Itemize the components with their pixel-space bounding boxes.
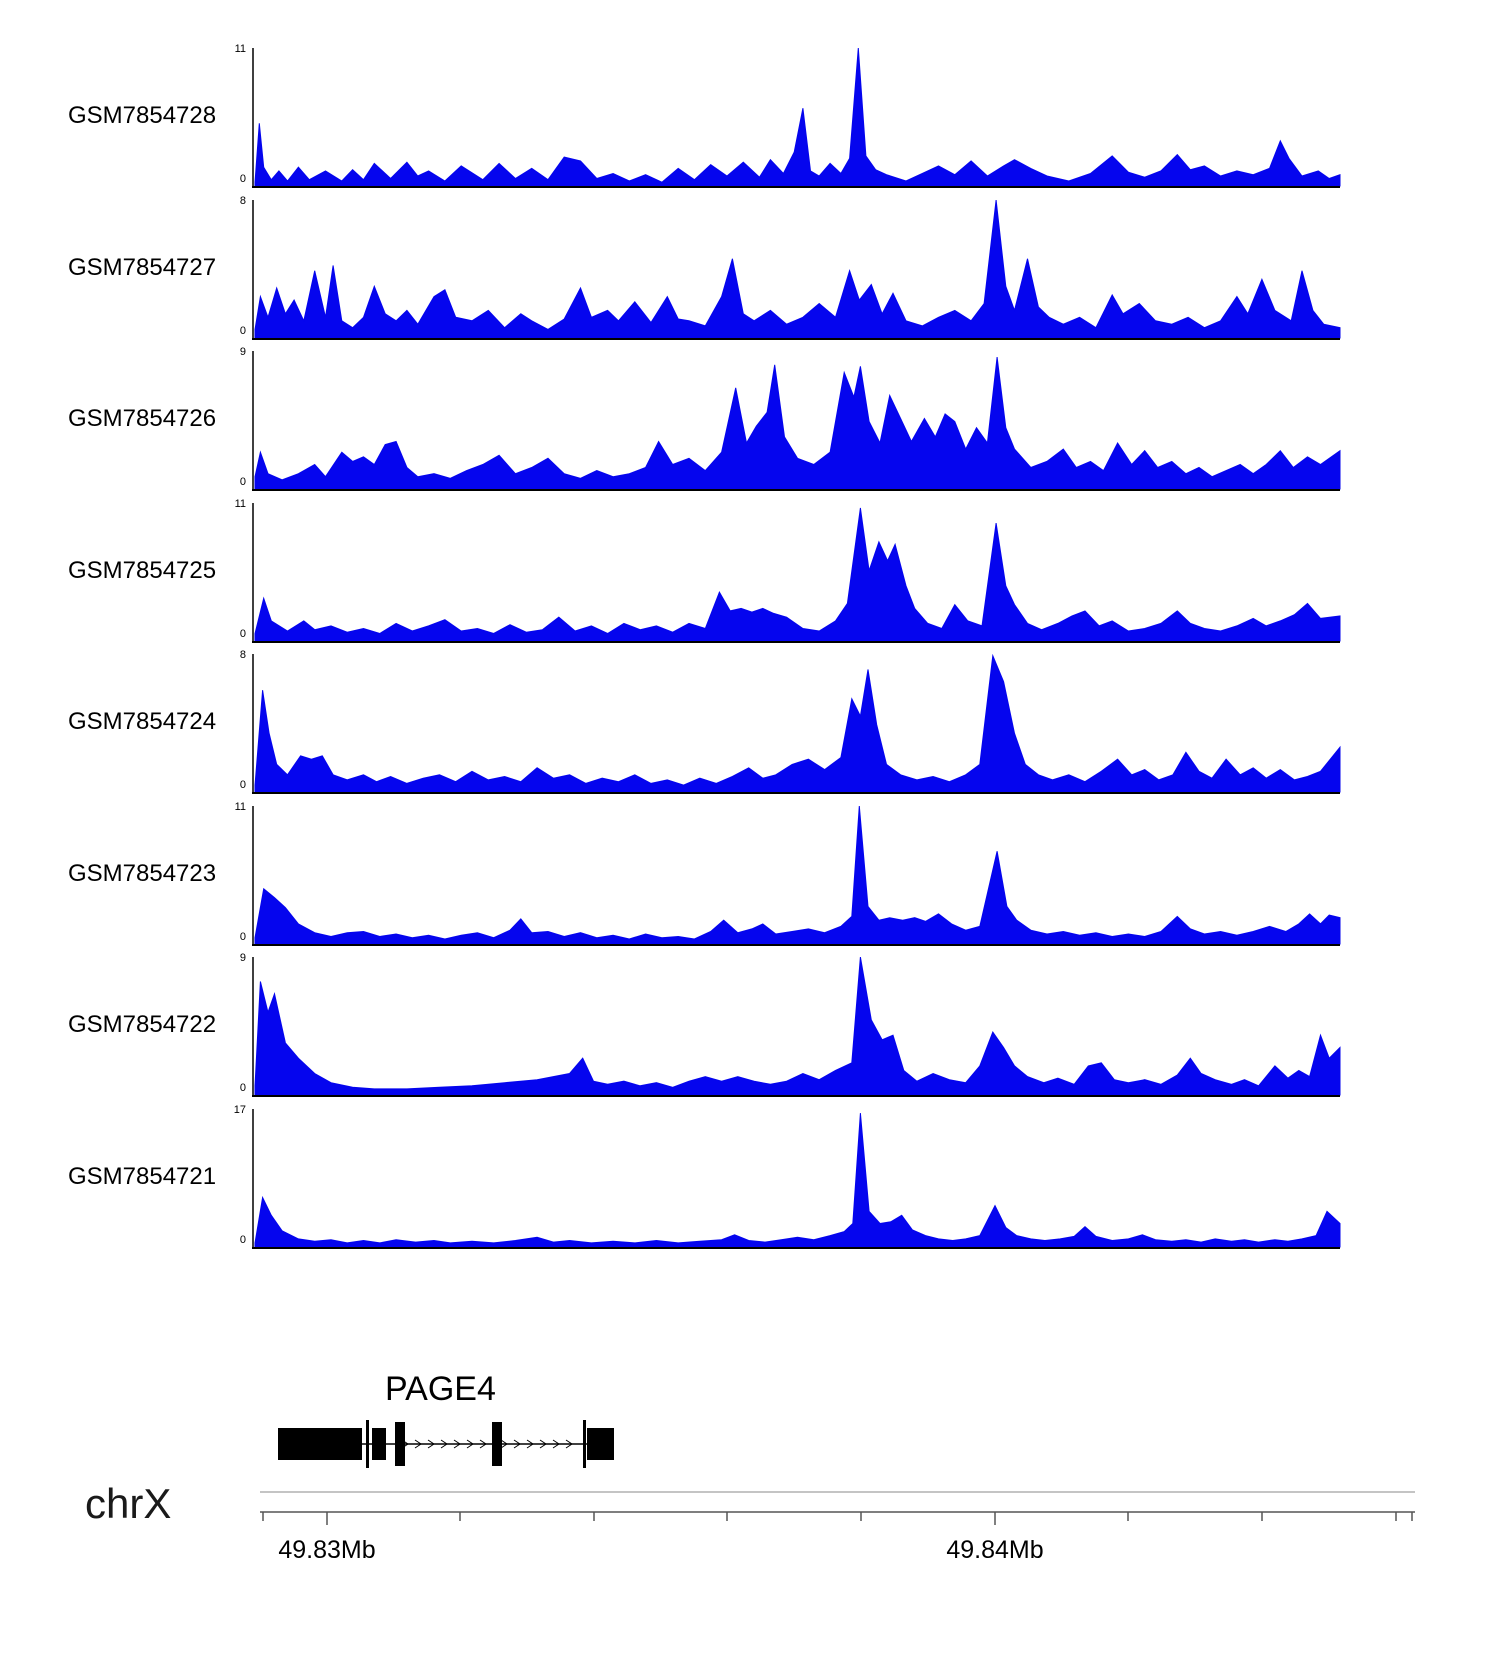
coverage-track: GSM7854723 11 0 <box>0 800 1500 956</box>
y-axis-max-label: 8 <box>239 649 246 661</box>
signal-area-plot <box>252 1108 1341 1249</box>
coverage-track: GSM7854725 11 0 <box>0 497 1500 653</box>
track-label: GSM7854724 <box>68 708 217 735</box>
track-label: GSM7854727 <box>68 253 217 281</box>
coverage-track: GSM7854724 8 0 <box>0 649 1500 804</box>
y-axis-zero-label: 0 <box>239 173 246 185</box>
coverage-track: GSM7854728 11 0 <box>0 43 1500 198</box>
coverage-track: GSM7854721 17 0 <box>0 1103 1500 1259</box>
gene-model-track <box>278 1420 614 1468</box>
y-axis-zero-label: 0 <box>239 476 246 488</box>
axis-tick-label-left: 49.83Mb <box>278 1536 376 1564</box>
track-label: GSM7854723 <box>68 859 217 887</box>
y-axis-max-label: 11 <box>234 497 246 510</box>
coverage-track: GSM7854727 8 0 <box>0 194 1500 350</box>
y-axis-zero-label: 0 <box>239 1233 246 1246</box>
coverage-track: GSM7854726 9 0 <box>0 346 1500 501</box>
y-axis-zero-label: 0 <box>239 779 246 791</box>
y-axis-zero-label: 0 <box>239 627 246 640</box>
gene-name-label: PAGE4 <box>385 1370 496 1408</box>
y-axis-zero-label: 0 <box>239 324 246 337</box>
signal-area-plot <box>252 351 1341 491</box>
track-label: GSM7854722 <box>68 1011 217 1038</box>
signal-area-plot <box>252 957 1341 1097</box>
track-label: GSM7854728 <box>68 102 217 129</box>
y-axis-max-label: 9 <box>239 952 246 964</box>
signal-area-plot <box>252 654 1341 794</box>
y-axis-max-label: 11 <box>234 800 246 813</box>
signal-area-plot <box>252 199 1341 340</box>
signal-area-plot <box>252 805 1341 946</box>
track-label: GSM7854725 <box>68 556 217 584</box>
y-axis-max-label: 8 <box>239 194 246 207</box>
signal-area-plot <box>252 502 1341 643</box>
signal-area-plot <box>252 48 1341 188</box>
y-axis-max-label: 17 <box>233 1103 246 1116</box>
y-axis-max-label: 9 <box>239 346 246 358</box>
axis-tick-label-right: 49.84Mb <box>946 1536 1044 1564</box>
coverage-track: GSM7854722 9 0 <box>0 952 1500 1107</box>
track-label: GSM7854721 <box>68 1162 217 1190</box>
y-axis-zero-label: 0 <box>239 1082 246 1094</box>
track-label: GSM7854726 <box>68 405 217 432</box>
chromosome-label: chrX <box>85 1480 172 1527</box>
y-axis-zero-label: 0 <box>239 930 246 943</box>
y-axis-max-label: 11 <box>234 43 246 55</box>
genomic-coordinate-axis <box>260 1491 1415 1525</box>
